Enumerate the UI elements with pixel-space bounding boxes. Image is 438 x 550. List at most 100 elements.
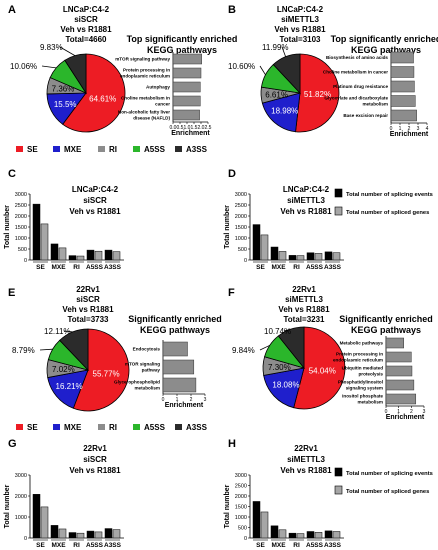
bar-y-tick-label: 3000 [15, 192, 27, 198]
pie-label-se: 64.61% [89, 95, 116, 104]
bar-chart-title-line: siMETTL3 [287, 196, 325, 205]
legend-swatch-se [16, 424, 23, 430]
kegg-category-label: metabolism [362, 101, 388, 106]
kegg-category-label: metabolism [134, 385, 160, 390]
bar-category-label: A5SS [306, 542, 324, 549]
kegg-bar [385, 337, 404, 349]
pie-title-line: siMETTL3 [281, 15, 319, 24]
bar-category-label: RI [293, 542, 300, 549]
bar-splicing-events-a5ss [86, 530, 95, 539]
legend-label-mxe: MXE [64, 145, 82, 154]
kegg-category-label: Inositol phosphate [342, 394, 383, 399]
legend-swatch-a3ss [175, 424, 182, 430]
bar-category-label: SE [36, 542, 45, 549]
kegg-category-label: Platinum drug resistance [333, 84, 388, 89]
legend-label-se: SE [27, 145, 38, 154]
kegg-category-label: mTOR signaling pathway [115, 57, 170, 62]
bar-chart-title-line: Veh vs R1881 [280, 466, 332, 475]
kegg-category-label: proteolysis [358, 371, 383, 376]
pie-label-a5ss: 10.60% [228, 62, 255, 71]
bar-spliced-genes-mxe [58, 528, 67, 539]
legend-swatch-a3ss [175, 146, 182, 152]
bar-y-tick-label: 500 [238, 526, 247, 532]
pie-label-a3ss: 11.99% [262, 43, 289, 52]
pie-title-line: Veh vs R1881 [274, 25, 326, 34]
bar-spliced-genes-se [40, 506, 49, 539]
pie-slice-mxe [261, 92, 301, 133]
pie-slice-se [62, 53, 126, 133]
pie-title-line: Total=4660 [66, 35, 108, 44]
pie-title-line: LNCaP:C4-2 [63, 5, 110, 14]
bar-spliced-genes-mxe [278, 529, 287, 539]
pie-title-line: siMETTL3 [285, 295, 323, 304]
kegg-category-label: Base excision repair [343, 113, 388, 118]
legend-swatch-se [16, 146, 23, 152]
bar-y-tick-label: 3000 [15, 473, 27, 479]
legend-label-se: SE [27, 423, 38, 432]
pie-leader-line [63, 330, 73, 333]
pie-label-ri: 7.02% [52, 365, 75, 374]
pie-label-a5ss: 8.79% [12, 346, 35, 355]
bar-y-tick-label: 500 [238, 247, 247, 253]
bar-chart-title-line: LNCaP:C4-2 [283, 185, 330, 194]
bar-spliced-genes-a5ss [314, 532, 323, 539]
bar-spliced-genes-a5ss [314, 253, 323, 261]
legend-swatch-a5ss [133, 424, 140, 430]
kegg-bar [385, 393, 417, 405]
bar-category-label: RI [73, 264, 80, 271]
bar-splicing-events-mxe [50, 243, 59, 261]
kegg-category-label: endoplasmic reticulum [120, 73, 170, 78]
kegg-x-tick-label: 0.0 [170, 125, 177, 131]
bar-y-tick-label: 2000 [235, 494, 247, 500]
bar-spliced-genes-a5ss [94, 250, 103, 261]
kegg-title-line: Significantly enriched [339, 314, 433, 324]
pie-title-line: siSCR [76, 295, 100, 304]
kegg-category-label: Endocytosis [133, 347, 161, 352]
pie-leader-line [259, 344, 271, 351]
series-legend-swatch [334, 467, 343, 477]
kegg-title-line: Significantly enriched [128, 314, 222, 324]
kegg-bar [390, 109, 417, 122]
kegg-title-line: KEGG pathways [140, 325, 210, 335]
bar-category-label: SE [256, 542, 265, 549]
bar-splicing-events-se [252, 224, 261, 261]
bar-chart-title-line: 22Rv1 [83, 444, 107, 453]
bar-spliced-genes-a3ss [332, 252, 341, 261]
kegg-category-label: Glycerophospholipid [114, 380, 160, 385]
series-legend-label: Total number of spliced genes [346, 210, 429, 216]
bar-category-label: MXE [51, 542, 66, 549]
bar-splicing-events-mxe [270, 246, 279, 261]
bar-category-label: A3SS [104, 264, 122, 271]
bar-splicing-events-a5ss [86, 249, 95, 261]
bar-y-tick-label: 0 [244, 536, 247, 542]
kegg-x-tick-label: 1.5 [191, 125, 198, 131]
bar-y-tick-label: 0 [24, 536, 27, 542]
bar-category-label: MXE [51, 264, 66, 271]
kegg-bar [385, 351, 412, 363]
bar-category-label: MXE [271, 264, 286, 271]
bar-splicing-events-se [32, 494, 41, 539]
kegg-bar [385, 379, 415, 391]
pie-title-line: Total=3231 [284, 315, 326, 324]
panel-letter-c: C [8, 168, 16, 180]
bar-chart-title-line: siSCR [83, 455, 107, 464]
bar-splicing-events-mxe [270, 525, 279, 539]
legend-swatch-a5ss [133, 146, 140, 152]
kegg-x-tick-label: 0.5 [177, 125, 184, 131]
pie-label-ri: 6.61% [265, 90, 288, 99]
pie-label-se: 55.77% [93, 369, 120, 378]
bar-y-axis-label: Total number [4, 205, 11, 249]
series-legend-swatch [334, 485, 343, 495]
bar-y-tick-label: 2000 [235, 214, 247, 220]
pie-slice-se [293, 326, 346, 410]
bar-spliced-genes-ri [296, 533, 305, 539]
bar-splicing-events-se [252, 501, 261, 539]
bar-y-tick-label: 1000 [235, 236, 247, 242]
kegg-category-label: pathway [142, 367, 161, 372]
pie-title-line: 22Rv1 [292, 285, 316, 294]
kegg-x-axis-label: Enrichment [165, 402, 204, 409]
kegg-category-label: Non-alcoholic fatty liver [118, 110, 170, 115]
bar-y-axis-label: Total number [224, 484, 231, 528]
bar-category-label: RI [73, 542, 80, 549]
kegg-title-line: KEGG pathways [351, 325, 421, 335]
